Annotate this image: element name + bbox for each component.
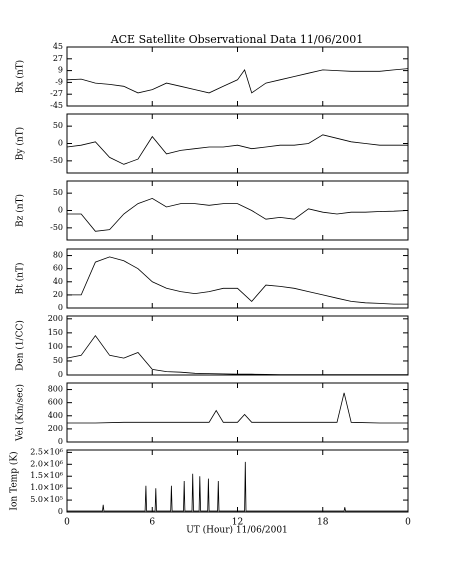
y-tick-label: 0 <box>58 370 63 379</box>
panel-frame <box>66 248 409 309</box>
y-tick-label: 0 <box>58 437 63 446</box>
y-tick-label: 5.0×10⁵ <box>30 495 63 504</box>
data-line <box>67 256 408 305</box>
y-tick-label: 0 <box>58 206 63 215</box>
y-tick-label: -50 <box>50 223 63 232</box>
y-tick-label: 200 <box>48 314 63 323</box>
y-tick-label: 50 <box>53 356 63 365</box>
x-tick-label: 18 <box>317 518 329 528</box>
y-tick-label: 50 <box>53 188 63 197</box>
y-tick-label: -27 <box>50 89 63 98</box>
y-tick-label: 0 <box>58 507 63 516</box>
y-tick-label: -9 <box>55 77 63 86</box>
y-tick-label: 50 <box>53 121 63 130</box>
data-line <box>67 392 408 424</box>
y-tick-label: -45 <box>50 101 63 110</box>
y-tick-label: -50 <box>50 156 63 165</box>
y-tick-label: 100 <box>48 342 63 351</box>
panel-frame <box>66 315 409 376</box>
y-tick-label: 0 <box>58 303 63 312</box>
x-axis-label: UT (Hour) 11/06/2001 <box>186 525 288 536</box>
y-tick-label: 200 <box>48 424 63 433</box>
y-tick-label: 9 <box>58 66 63 75</box>
y-tick-label: 150 <box>48 328 63 337</box>
data-line <box>66 134 408 165</box>
panel-frame <box>66 46 409 107</box>
panel-frame <box>66 449 409 513</box>
data-line <box>66 68 409 94</box>
y-axis-label: Vel (Km/sec) <box>15 384 26 442</box>
x-tick-label: 12 <box>232 518 243 528</box>
y-tick-label: 20 <box>53 290 63 299</box>
y-tick-label: 2.5×10⁶ <box>30 447 63 456</box>
x-tick-label: 0 <box>64 518 70 528</box>
chart-title: ACE Satellite Observational Data 11/06/2… <box>110 33 364 46</box>
y-tick-label: 40 <box>53 277 63 286</box>
y-tick-label: 1.0×10⁶ <box>30 483 63 492</box>
y-tick-label: 80 <box>53 251 63 260</box>
y-axis-label: By (nT) <box>15 127 26 160</box>
y-tick-label: 27 <box>53 54 63 63</box>
x-tick-label: 6 <box>149 518 155 528</box>
x-tick-label: 0 <box>405 518 411 528</box>
y-tick-label: 400 <box>48 411 63 420</box>
y-axis-label: Bx (nT) <box>15 60 26 93</box>
y-tick-label: 0 <box>58 139 63 148</box>
y-axis-label: Ion Temp (K) <box>9 451 20 510</box>
panel-frame <box>66 180 409 241</box>
y-axis-label: Bz (nT) <box>15 194 26 227</box>
data-line <box>67 461 408 512</box>
y-axis-label: Den (1/CC) <box>15 320 26 371</box>
y-tick-label: 600 <box>48 398 63 407</box>
y-tick-label: 800 <box>48 385 63 394</box>
panel-frame <box>66 113 409 174</box>
y-tick-label: 45 <box>53 42 63 51</box>
y-tick-label: 2.0×10⁶ <box>30 459 63 468</box>
y-tick-label: 1.5×10⁶ <box>30 471 63 480</box>
data-line <box>66 335 408 376</box>
y-tick-label: 60 <box>53 264 63 273</box>
data-line <box>67 197 409 232</box>
y-axis-label: Bt (nT) <box>15 263 26 295</box>
panel-frame <box>66 382 409 443</box>
